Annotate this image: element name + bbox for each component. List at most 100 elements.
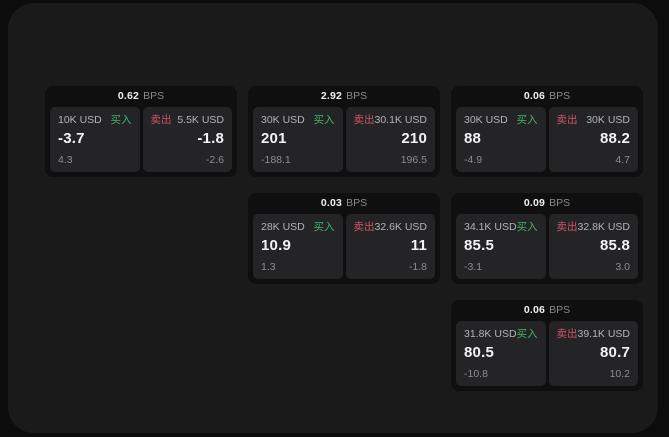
sell-price: 85.8	[600, 237, 630, 254]
card-body: 28K USD 买入 10.9 1.3 卖出 32.6K USD 11 -1.8	[248, 214, 440, 284]
buy-sub-value: -10.8	[464, 368, 488, 380]
buy-price: 85.5	[464, 237, 494, 254]
buy-tile-top: 28K USD 买入	[261, 221, 335, 233]
sell-sub-value: 3.0	[615, 261, 630, 273]
buy-notional: 31.8K USD	[464, 328, 517, 340]
buy-tile[interactable]: 30K USD 买入 88 -4.9	[456, 107, 546, 172]
sell-tile-top: 卖出 5.5K USD	[151, 114, 225, 126]
sell-sub-value: -2.6	[205, 154, 224, 166]
buy-sub-value: 4.3	[58, 154, 73, 166]
quote-card: 0.06 BPS 31.8K USD 买入 80.5 -10.8 卖出 39.1…	[451, 300, 643, 391]
bps-unit-label: BPS	[346, 90, 368, 102]
sell-sub-value: 4.7	[615, 154, 630, 166]
card-header: 0.06 BPS	[451, 300, 643, 321]
buy-side-label: 买入	[110, 114, 132, 126]
sell-price: -1.8	[197, 130, 224, 147]
sell-notional: 30.1K USD	[374, 114, 428, 126]
buy-sub-value: -3.1	[464, 261, 483, 273]
sell-price: 210	[401, 130, 427, 147]
buy-side-label: 买入	[313, 114, 335, 126]
sell-price: 80.7	[600, 344, 630, 361]
bps-unit-label: BPS	[549, 90, 571, 102]
sell-tile[interactable]: 卖出 5.5K USD -1.8 -2.6	[142, 107, 232, 172]
sell-notional: 32.8K USD	[577, 221, 631, 233]
bps-unit-label: BPS	[143, 90, 165, 102]
sell-tile-top: 卖出 30K USD	[557, 114, 631, 126]
quote-card: 0.06 BPS 30K USD 买入 88 -4.9 卖出 30K USD 8…	[451, 86, 643, 177]
sell-tile[interactable]: 卖出 30K USD 88.2 4.7	[548, 107, 638, 172]
sell-price: 88.2	[600, 130, 630, 147]
buy-tile[interactable]: 30K USD 买入 201 -188.1	[253, 107, 343, 172]
buy-price: 10.9	[261, 237, 291, 254]
buy-price: -3.7	[58, 130, 85, 147]
bps-value: 2.92	[320, 90, 343, 102]
buy-tile[interactable]: 31.8K USD 买入 80.5 -10.8	[456, 321, 546, 386]
buy-tile[interactable]: 28K USD 买入 10.9 1.3	[253, 214, 343, 279]
quote-card: 0.09 BPS 34.1K USD 买入 85.5 -3.1 卖出 32.8K…	[451, 193, 643, 284]
buy-notional: 30K USD	[464, 114, 508, 126]
card-header: 0.06 BPS	[451, 86, 643, 107]
bps-unit-label: BPS	[549, 197, 571, 209]
buy-tile[interactable]: 10K USD 买入 -3.7 4.3	[50, 107, 140, 172]
sell-sub-value: -1.8	[408, 261, 427, 273]
buy-side-label: 买入	[313, 221, 335, 233]
sell-side-label: 卖出	[556, 221, 578, 233]
buy-tile-top: 34.1K USD 买入	[464, 221, 538, 233]
sell-notional: 32.6K USD	[374, 221, 428, 233]
sell-tile[interactable]: 卖出 30.1K USD 210 196.5	[345, 107, 435, 172]
sell-side-label: 卖出	[556, 328, 578, 340]
sell-notional: 5.5K USD	[177, 114, 224, 126]
buy-price: 88	[464, 130, 482, 147]
sell-tile[interactable]: 卖出 32.8K USD 85.8 3.0	[548, 214, 638, 279]
buy-notional: 10K USD	[58, 114, 102, 126]
bps-unit-label: BPS	[549, 304, 571, 316]
sell-tile-top: 卖出 39.1K USD	[557, 328, 631, 340]
bps-unit-label: BPS	[346, 197, 368, 209]
card-body: 10K USD 买入 -3.7 4.3 卖出 5.5K USD -1.8 -2.…	[45, 107, 237, 177]
buy-sub-value: -4.9	[464, 154, 483, 166]
buy-price: 201	[261, 130, 287, 147]
sell-side-label: 卖出	[353, 114, 375, 126]
sell-tile-top: 卖出 32.8K USD	[557, 221, 631, 233]
sell-side-label: 卖出	[353, 221, 375, 233]
sell-side-label: 卖出	[556, 114, 578, 126]
app-panel: 0.62 BPS 10K USD 买入 -3.7 4.3 卖出 5.5K USD…	[8, 3, 658, 433]
card-body: 30K USD 买入 88 -4.9 卖出 30K USD 88.2 4.7	[451, 107, 643, 177]
sell-notional: 30K USD	[586, 114, 630, 126]
bps-value: 0.06	[523, 90, 546, 102]
card-body: 31.8K USD 买入 80.5 -10.8 卖出 39.1K USD 80.…	[451, 321, 643, 391]
buy-tile-top: 30K USD 买入	[464, 114, 538, 126]
bps-value: 0.03	[320, 197, 343, 209]
quote-card: 0.03 BPS 28K USD 买入 10.9 1.3 卖出 32.6K US…	[248, 193, 440, 284]
card-header: 0.03 BPS	[248, 193, 440, 214]
buy-sub-value: -188.1	[261, 154, 291, 166]
buy-notional: 30K USD	[261, 114, 305, 126]
sell-sub-value: 196.5	[400, 154, 427, 166]
sell-tile[interactable]: 卖出 39.1K USD 80.7 10.2	[548, 321, 638, 386]
buy-notional: 34.1K USD	[464, 221, 517, 233]
bps-value: 0.06	[523, 304, 546, 316]
sell-price: 11	[410, 237, 427, 254]
buy-notional: 28K USD	[261, 221, 305, 233]
sell-tile-top: 卖出 30.1K USD	[354, 114, 428, 126]
buy-side-label: 买入	[516, 328, 538, 340]
sell-tile-top: 卖出 32.6K USD	[354, 221, 428, 233]
bps-value: 0.09	[523, 197, 546, 209]
card-header: 2.92 BPS	[248, 86, 440, 107]
buy-sub-value: 1.3	[261, 261, 276, 273]
sell-tile[interactable]: 卖出 32.6K USD 11 -1.8	[345, 214, 435, 279]
buy-side-label: 买入	[516, 114, 538, 126]
quote-card: 2.92 BPS 30K USD 买入 201 -188.1 卖出 30.1K …	[248, 86, 440, 177]
buy-price: 80.5	[464, 344, 494, 361]
buy-side-label: 买入	[516, 221, 538, 233]
buy-tile-top: 31.8K USD 买入	[464, 328, 538, 340]
quote-card: 0.62 BPS 10K USD 买入 -3.7 4.3 卖出 5.5K USD…	[45, 86, 237, 177]
card-body: 30K USD 买入 201 -188.1 卖出 30.1K USD 210 1…	[248, 107, 440, 177]
buy-tile-top: 30K USD 买入	[261, 114, 335, 126]
card-header: 0.62 BPS	[45, 86, 237, 107]
sell-sub-value: 10.2	[609, 368, 630, 380]
buy-tile[interactable]: 34.1K USD 买入 85.5 -3.1	[456, 214, 546, 279]
bps-value: 0.62	[117, 90, 140, 102]
sell-side-label: 卖出	[150, 114, 172, 126]
card-header: 0.09 BPS	[451, 193, 643, 214]
